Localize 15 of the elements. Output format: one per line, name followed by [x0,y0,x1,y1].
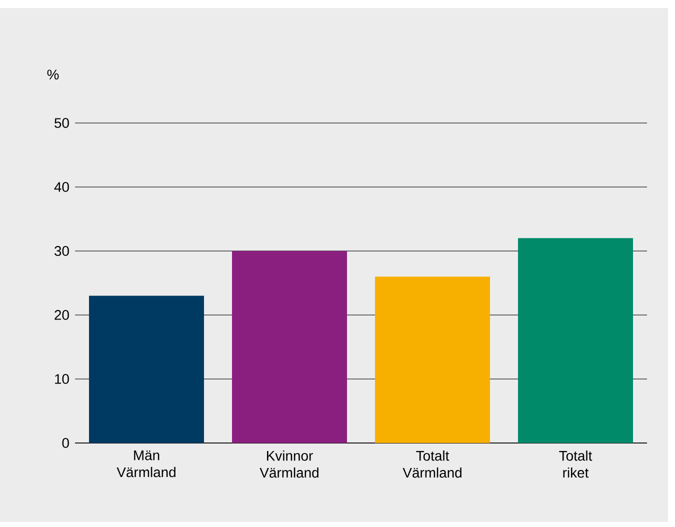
y-tick-label: 20 [54,310,69,320]
y-tick-label: 0 [62,438,69,448]
y-axis-title: % [47,70,59,80]
x-tick-label: Män Värmland [116,450,176,478]
bar [232,250,348,443]
x-tick-label: Totalt riket [559,450,592,478]
y-tick-label: 10 [55,374,69,384]
y-tick-label: 40 [54,182,69,192]
x-tick-label: Totalt Värmland [402,450,462,478]
bar [375,276,490,443]
bar [518,238,634,443]
bar [89,296,204,443]
y-tick-label: 30 [54,246,69,256]
x-tick-label: Kvinnor Värmland [260,450,318,478]
y-tick-label: 50 [54,118,69,128]
